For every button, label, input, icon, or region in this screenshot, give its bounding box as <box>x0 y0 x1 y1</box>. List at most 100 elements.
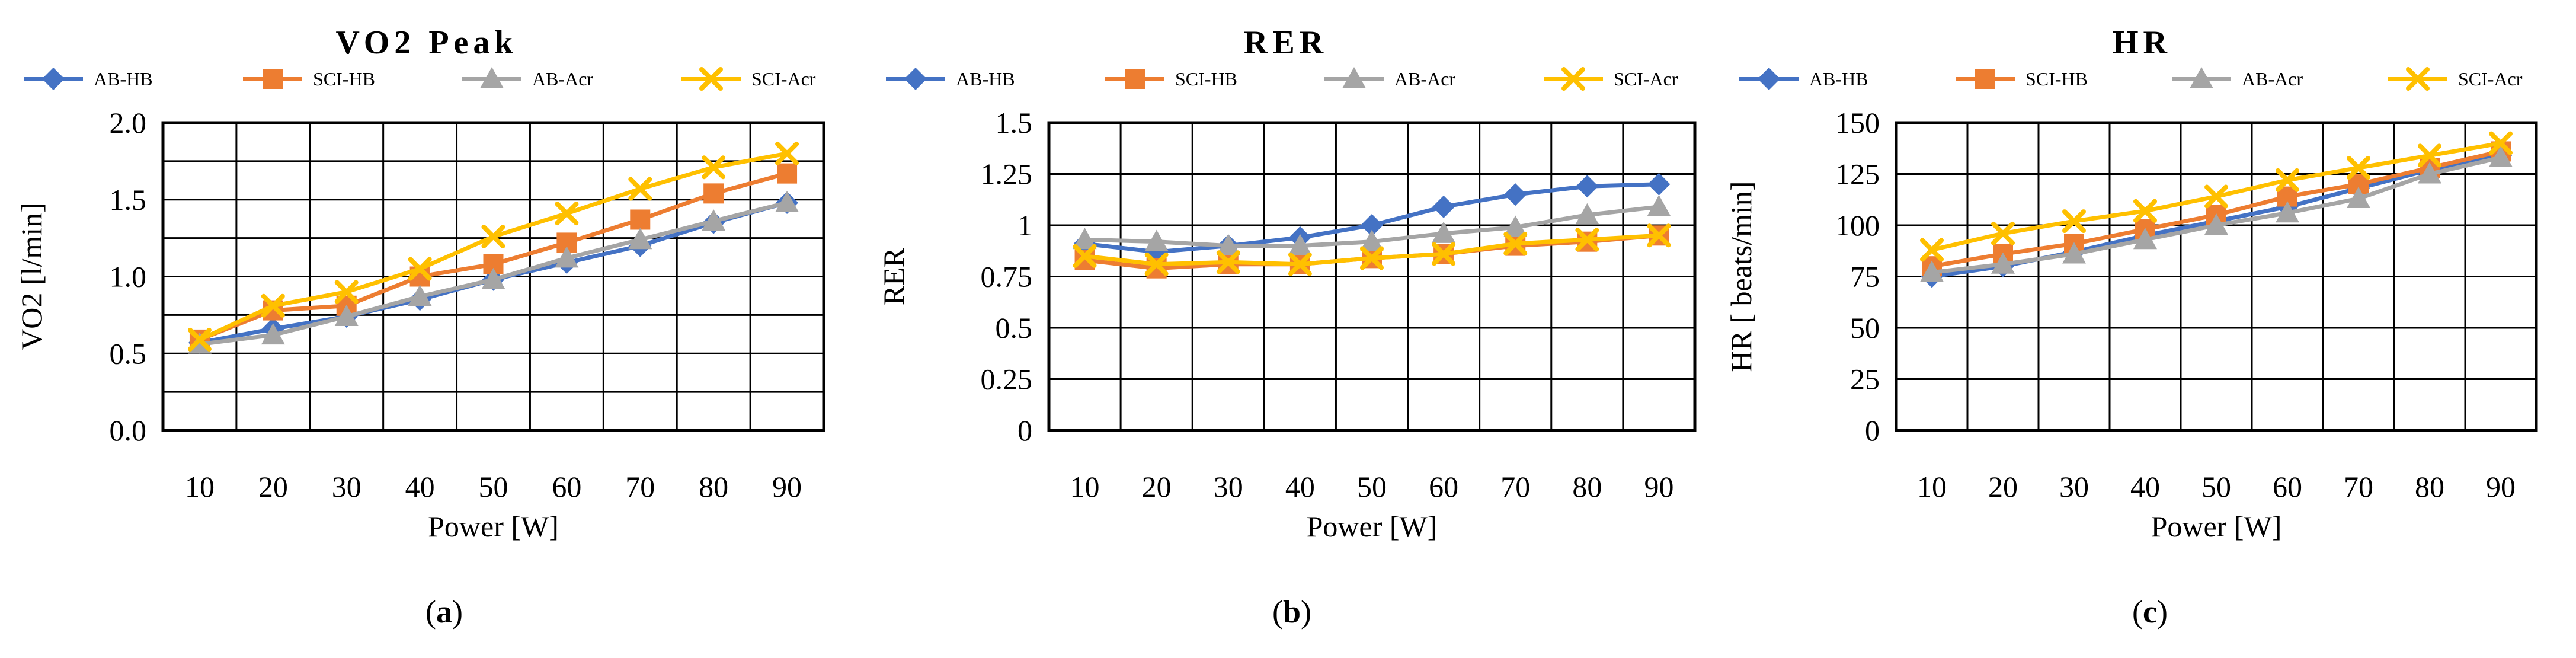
legend-label: AB-HB <box>94 68 153 90</box>
data-point <box>775 141 799 165</box>
y-tick-label: 0.75 <box>981 260 1033 293</box>
data-point <box>481 225 505 249</box>
y-tick-label: 0 <box>1865 414 1880 447</box>
gridlines <box>1048 122 1696 432</box>
data-point <box>2133 228 2157 250</box>
x-tick-label: 80 <box>2415 470 2444 503</box>
legend-label: AB-Acr <box>532 68 593 90</box>
x-tick-label: 60 <box>1429 470 1458 503</box>
x-axis-ticks: 10 20 30 40 50 60 70 80 90 <box>1917 470 2516 503</box>
legend-marker <box>263 69 283 89</box>
data-point <box>481 267 505 289</box>
data-point <box>1920 260 1944 282</box>
data-point <box>1647 173 1671 196</box>
legend-item: SCI-HB <box>1956 68 2088 90</box>
legend-item: SCI-Acr <box>2388 67 2523 91</box>
data-point <box>1216 234 1240 255</box>
y-tick-label: 50 <box>1850 311 1880 344</box>
y-tick-label: 75 <box>1850 260 1880 293</box>
data-point <box>1432 195 1455 218</box>
chart-title: HR <box>2113 24 2172 61</box>
chart-panel-b: RER AB-HB SCI-HB AB-Acr SCI-Acr 0 0.25 0.5 0.75 1… <box>877 24 1697 630</box>
y-axis-ticks: 0 25 50 75 100 125 150 <box>1835 106 1880 447</box>
data-point <box>1575 203 1599 225</box>
legend-item: SCI-HB <box>243 68 375 90</box>
data-point <box>2276 201 2299 223</box>
x-tick-label: 20 <box>1142 470 1172 503</box>
x-axis-label: Power [W] <box>428 510 559 543</box>
chart-title: VO2 Peak <box>335 24 517 61</box>
data-point <box>1360 229 1384 251</box>
x-tick-label: 10 <box>1917 470 1947 503</box>
data-point <box>1991 252 2015 274</box>
data-point <box>261 293 285 318</box>
legend-marker <box>480 67 504 88</box>
data-point <box>1575 228 1599 252</box>
data-point <box>702 209 726 231</box>
legend-label: SCI-HB <box>1175 68 1237 90</box>
y-axis-ticks: 0 0.25 0.5 0.75 1 1.25 1.5 <box>981 106 1033 447</box>
data-point <box>1647 223 1671 248</box>
x-axis-ticks: 10 20 30 40 50 60 70 80 90 <box>185 470 802 503</box>
y-axis-label: HR [ beats/min] <box>1724 181 1758 372</box>
panel-label: (a) <box>425 594 463 630</box>
legend-marker <box>2190 67 2213 88</box>
plot-area <box>1047 121 1697 432</box>
data-point <box>555 246 579 268</box>
data-point <box>2347 156 2370 180</box>
x-tick-label: 50 <box>2201 470 2231 503</box>
panel-letter: c <box>2143 594 2157 630</box>
chart-panel-a: VO2 Peak AB-HB SCI-HB AB-Acr SCI-Acr 0.0 0.5 1.… <box>15 24 825 630</box>
x-tick-label: 70 <box>625 470 655 503</box>
x-tick-label: 60 <box>552 470 581 503</box>
legend-label: AB-Acr <box>1394 68 1455 90</box>
legend-marker <box>1125 69 1145 89</box>
legend-marker <box>1975 69 1995 89</box>
legend-label: SCI-HB <box>2025 68 2088 90</box>
data-point <box>1360 246 1384 270</box>
series-ab-acr <box>1920 145 2513 282</box>
series-sci-acr <box>1920 131 2513 262</box>
y-tick-label: 0 <box>1017 414 1032 447</box>
legend-marker <box>904 68 927 90</box>
data-point <box>1288 252 1312 276</box>
x-tick-label: 10 <box>1070 470 1100 503</box>
legend-item: AB-Acr <box>2172 67 2303 90</box>
legend-label: SCI-Acr <box>2458 68 2523 90</box>
y-tick-label: 125 <box>1835 158 1880 191</box>
legend-marker <box>42 68 65 90</box>
data-point <box>1432 242 1456 266</box>
data-point <box>628 177 652 201</box>
data-point <box>261 323 285 345</box>
legend-item: AB-HB <box>1739 68 1868 90</box>
data-point <box>408 285 432 306</box>
data-point <box>1504 183 1527 206</box>
y-tick-label: 0.5 <box>996 311 1033 344</box>
legend-label: SCI-Acr <box>1614 68 1678 90</box>
y-tick-label: 150 <box>1835 106 1880 139</box>
data-point <box>1288 234 1312 255</box>
chart-title: RER <box>1244 24 1328 61</box>
y-axis-ticks: 0.0 0.5 1.0 1.5 2.0 <box>110 106 147 447</box>
plot-area <box>161 121 825 432</box>
y-tick-label: 1.5 <box>110 183 147 216</box>
data-point <box>2347 187 2370 209</box>
x-tick-label: 20 <box>258 470 288 503</box>
y-tick-label: 0.25 <box>981 363 1033 396</box>
x-tick-label: 80 <box>699 470 728 503</box>
y-tick-label: 1.0 <box>110 260 147 293</box>
series-sci-acr <box>1073 223 1671 276</box>
y-tick-label: 0.5 <box>110 337 147 370</box>
x-tick-label: 10 <box>185 470 215 503</box>
data-point <box>775 190 799 212</box>
legend-item: SCI-Acr <box>681 67 816 91</box>
x-axis-label: Power [W] <box>1307 510 1438 543</box>
y-tick-label: 100 <box>1835 209 1880 242</box>
data-point <box>2276 168 2299 192</box>
legend: AB-HB SCI-HB AB-Acr SCI-Acr <box>886 67 1678 91</box>
data-point <box>2204 184 2228 209</box>
panel-letter: b <box>1283 594 1301 630</box>
series-ab-acr <box>1073 194 1671 255</box>
